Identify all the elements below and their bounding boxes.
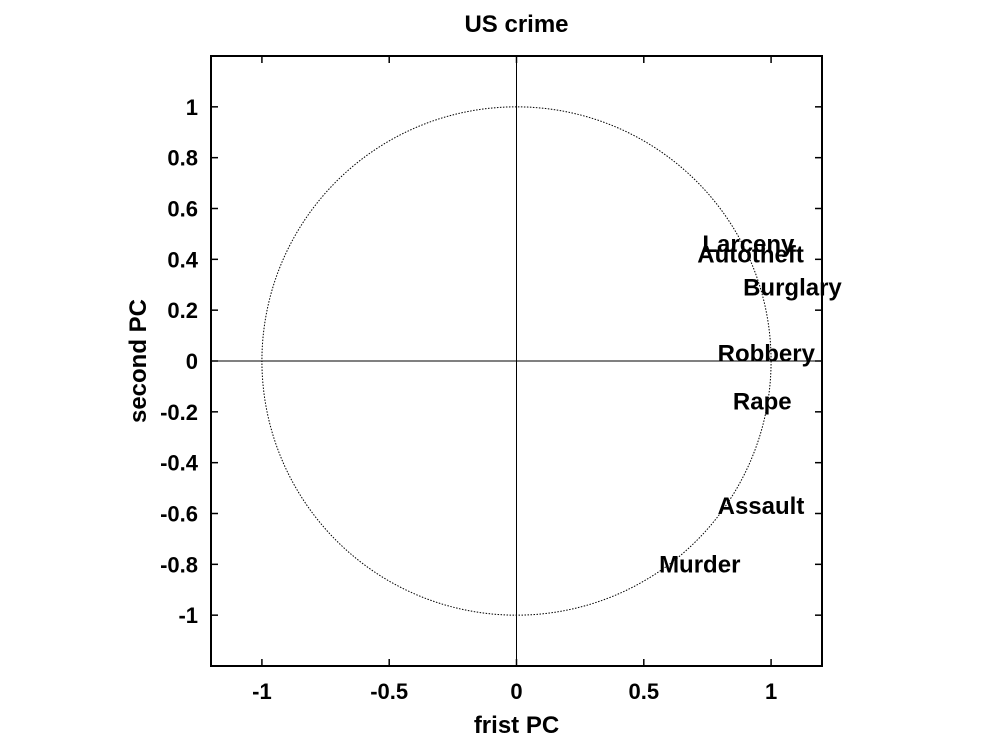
chart-title: US crime — [464, 11, 568, 38]
y-tick-label: -0.2 — [160, 400, 198, 425]
y-tick-label: -0.4 — [160, 451, 199, 476]
point-label-rape: Rape — [733, 389, 792, 416]
point-label-murder: Murder — [659, 551, 740, 578]
point-label-larceny: Larceny — [702, 231, 795, 258]
x-tick-label: 0.5 — [628, 679, 659, 704]
y-tick-label: 0 — [186, 349, 198, 374]
y-tick-label: 0.8 — [167, 146, 198, 171]
x-tick-label: 0 — [510, 679, 522, 704]
plot-area: -1 -0.5 0 0.5 1 -1 -0.8 -0.6 -0.4 -0.2 0 0.2 0.4 0.6 0… — [160, 55, 842, 704]
x-tick-label: -1 — [252, 679, 272, 704]
point-label-burglary: Burglary — [743, 274, 842, 301]
x-tick-label: 1 — [765, 679, 777, 704]
point-label-assault: Assault — [718, 493, 805, 520]
y-tick-label: 0.6 — [167, 197, 198, 222]
x-tick-label: -0.5 — [370, 679, 408, 704]
y-axis-label: second PC — [125, 299, 152, 423]
x-axis-label: frist PC — [474, 712, 559, 739]
y-tick-label: 0.2 — [167, 298, 198, 323]
y-tick-label: 1 — [186, 95, 198, 120]
y-tick-label: -0.8 — [160, 552, 198, 577]
y-tick-label: -1 — [178, 603, 198, 628]
point-label-autotheft: Autotheft — [697, 241, 804, 268]
y-tick-label: -0.6 — [160, 502, 198, 527]
point-label-robbery: Robbery — [718, 340, 816, 367]
y-tick-label: 0.4 — [167, 247, 198, 272]
